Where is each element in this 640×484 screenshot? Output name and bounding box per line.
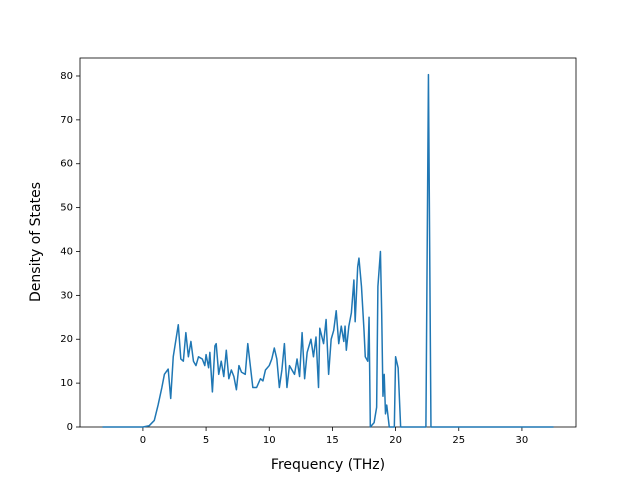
y-tick-label: 10 [60, 378, 73, 389]
x-tick-label: 15 [326, 435, 339, 446]
y-tick-label: 60 [60, 159, 73, 170]
x-tick-label: 5 [203, 435, 209, 446]
x-tick-label: 10 [263, 435, 276, 446]
x-axis-label: Frequency (THz) [271, 457, 385, 473]
y-axis-label: Density of States [28, 182, 44, 302]
y-tick-label: 50 [60, 203, 73, 214]
y-tick-label: 0 [67, 422, 73, 433]
y-tick-label: 40 [60, 246, 73, 257]
x-tick-label: 25 [452, 435, 465, 446]
line-series [102, 73, 554, 428]
x-tick-label: 20 [389, 435, 402, 446]
y-tick-label: 80 [60, 71, 73, 82]
y-tick-label: 70 [60, 115, 73, 126]
x-tick-label: 0 [140, 435, 146, 446]
y-tick-label: 20 [60, 334, 73, 345]
x-tick-label: 30 [516, 435, 529, 446]
y-tick-label: 30 [60, 290, 73, 301]
